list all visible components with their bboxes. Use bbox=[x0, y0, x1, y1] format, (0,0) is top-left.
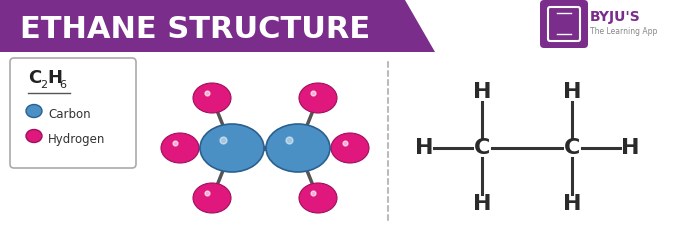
FancyBboxPatch shape bbox=[540, 0, 588, 48]
Ellipse shape bbox=[26, 130, 42, 143]
Text: C: C bbox=[474, 138, 490, 158]
Text: H: H bbox=[415, 138, 433, 158]
Text: H: H bbox=[473, 194, 492, 214]
FancyBboxPatch shape bbox=[10, 58, 136, 168]
Text: H: H bbox=[473, 82, 492, 102]
Text: 6: 6 bbox=[59, 80, 66, 90]
Text: H: H bbox=[621, 138, 639, 158]
Ellipse shape bbox=[193, 83, 231, 113]
Text: ETHANE STRUCTURE: ETHANE STRUCTURE bbox=[20, 16, 370, 45]
Ellipse shape bbox=[161, 133, 199, 163]
Ellipse shape bbox=[193, 183, 231, 213]
Text: C: C bbox=[28, 69, 41, 87]
Ellipse shape bbox=[299, 183, 337, 213]
Ellipse shape bbox=[200, 124, 264, 172]
Ellipse shape bbox=[299, 83, 337, 113]
Text: BYJU'S: BYJU'S bbox=[590, 10, 641, 24]
Text: H: H bbox=[47, 69, 62, 87]
Text: H: H bbox=[563, 194, 581, 214]
Ellipse shape bbox=[331, 133, 369, 163]
Text: C: C bbox=[564, 138, 580, 158]
Ellipse shape bbox=[26, 105, 42, 118]
Polygon shape bbox=[0, 0, 435, 52]
Text: Carbon: Carbon bbox=[48, 108, 91, 121]
Ellipse shape bbox=[266, 124, 330, 172]
Text: The Learning App: The Learning App bbox=[590, 28, 658, 37]
Text: 2: 2 bbox=[40, 80, 47, 90]
Text: H: H bbox=[563, 82, 581, 102]
Text: Hydrogen: Hydrogen bbox=[48, 132, 105, 146]
